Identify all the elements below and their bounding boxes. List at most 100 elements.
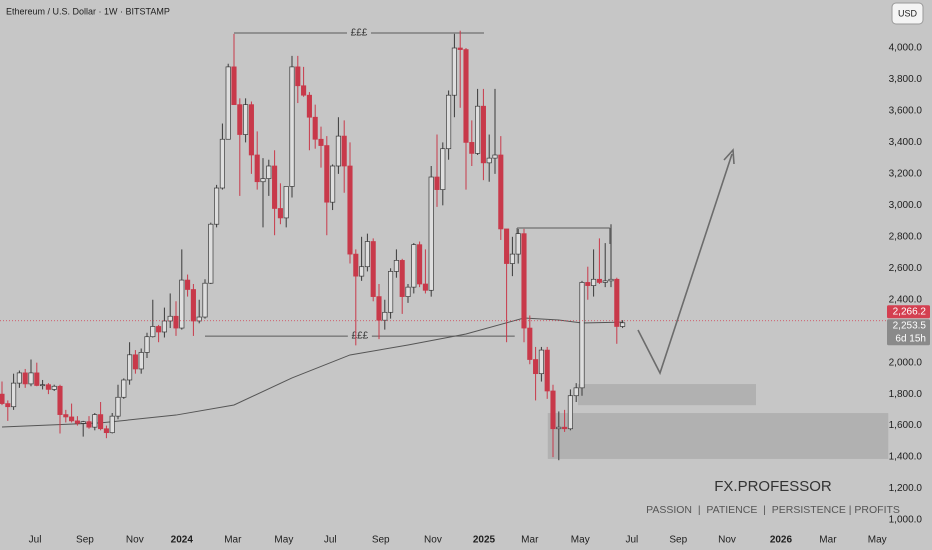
candle-body [167,315,173,322]
candle-body [405,286,411,297]
candle-body [318,138,324,146]
x-tick-label: May [571,535,590,546]
candle-body [463,49,469,143]
candle-body [34,372,40,386]
candle-body [237,104,243,135]
x-tick-label: 2025 [473,535,496,546]
candle-body [370,241,376,297]
candle-body [103,428,109,434]
x-tick-label: Sep [669,535,687,546]
candle-body [486,157,492,164]
y-tick-label: 2,400.0 [889,294,923,305]
y-tick-label: 1,000.0 [889,515,923,526]
candle-body [179,279,185,329]
x-tick-label: 2024 [171,535,194,546]
candle-body [347,165,353,255]
x-tick-label: Mar [224,535,242,546]
candle-body [196,316,202,322]
candle-body [312,116,318,140]
candle-body [185,279,191,290]
candle-body [127,354,133,381]
candle-body [335,135,341,167]
candle-body [289,66,295,187]
x-tick-label: May [274,535,293,546]
candle-body [231,66,237,105]
price-label-box [887,319,930,346]
candle-body [16,372,22,384]
candle-body [538,349,544,375]
candle-body [359,266,365,277]
candles [0,30,626,461]
candle-body [422,283,428,291]
y-tick-label: 3,800.0 [889,74,923,85]
arrow-head [723,148,735,165]
candle-body [301,85,307,96]
candle-body [173,315,179,329]
candle-body [353,253,359,277]
candle-body [254,154,260,183]
candle-body [243,104,249,135]
price-label: 2,253.5 [893,320,927,331]
candle-body [376,296,382,321]
candle-body [202,282,208,318]
candle-body [214,187,220,225]
candle-body [579,282,585,389]
chart-title: Ethereum / U.S. Dollar · 1W · BITSTAMP [6,6,170,16]
candle-body [434,176,440,190]
y-tick-label: 3,400.0 [889,137,923,148]
candle-body [393,260,399,272]
ma-layer [1,317,623,428]
x-tick-label: Nov [126,535,144,546]
candle-body [190,289,196,322]
currency-label[interactable]: USD [898,8,918,18]
zone [547,413,889,459]
x-tick-label: Jul [324,535,337,546]
candle-body [63,414,69,418]
candle-body [446,94,452,150]
x-tick-label: Nov [718,535,736,546]
candle-body [57,385,63,415]
candle-body [492,154,498,159]
x-tick-label: Jul [29,535,42,546]
candle-body [28,372,34,385]
candle-body [80,421,86,424]
candle-body [596,278,602,283]
candle-body [515,233,521,255]
currency-button[interactable] [891,2,924,25]
candle-body [498,154,504,230]
candle-body [144,336,150,353]
candle-body [11,382,17,408]
candle-body [608,278,614,282]
candle-body [86,421,92,428]
candle-body [614,278,620,327]
candle-body [283,186,289,219]
zones [547,384,889,459]
candle-body [550,390,556,430]
candle-body [504,228,510,264]
candle-body [295,66,301,87]
x-tick-label: May [868,535,887,546]
candle-body [382,311,388,321]
candle-body [51,385,57,390]
candle-body [5,403,11,408]
candle-body [277,208,283,219]
candle-body [306,94,312,118]
candle-body [248,104,254,156]
candle-body [109,415,115,434]
axes: 1,000.0 1,200.0 1,400.0 1,600.0 1,800.0 2,000… [0,43,930,546]
y-tick-label: 2,000.0 [889,357,923,368]
moving-average [1,317,623,428]
y-tick-label: 3,000.0 [889,200,923,211]
candle-body [399,260,405,297]
price-label-box [887,305,930,319]
level-label: £££ [351,28,368,39]
candle-body [330,165,336,203]
candle-body [22,372,28,385]
candle-body [620,322,626,327]
candle-body [417,244,423,285]
candle-body [266,165,272,179]
candle-body [92,414,98,428]
candle-body [457,47,463,50]
candle-body [509,253,515,264]
